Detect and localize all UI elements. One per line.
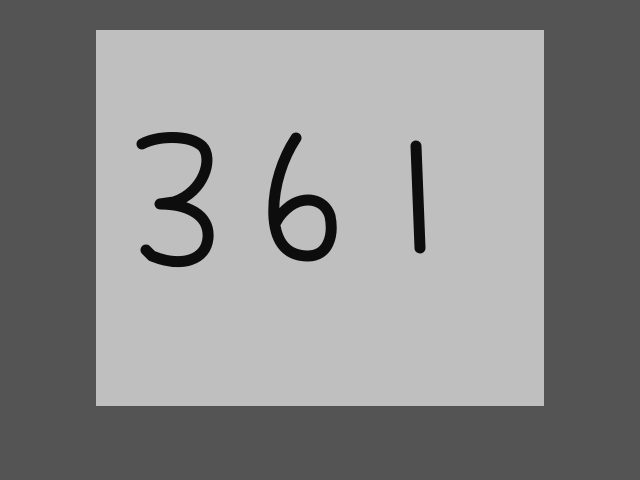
drawing-canvas[interactable]: 361	[96, 30, 544, 406]
digit-3-stroke	[136, 132, 214, 268]
digit-1-stroke	[410, 140, 426, 254]
digit-6-stroke	[268, 132, 337, 262]
handwriting-drawing	[136, 132, 426, 268]
